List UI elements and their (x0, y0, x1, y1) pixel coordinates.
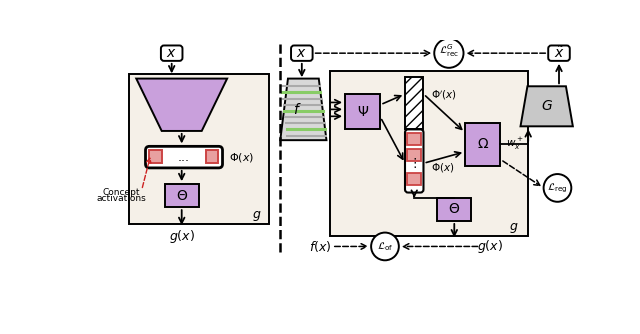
Text: Concept: Concept (103, 188, 140, 197)
Text: $\Phi'(x)$: $\Phi'(x)$ (431, 89, 457, 102)
Text: $x$: $x$ (296, 46, 307, 60)
Circle shape (543, 174, 572, 202)
Text: $\mathcal{L}_{\rm of}$: $\mathcal{L}_{\rm of}$ (377, 240, 393, 253)
Text: ...: ... (177, 151, 189, 164)
Polygon shape (136, 78, 227, 131)
Text: $w_x^+$: $w_x^+$ (506, 136, 524, 152)
Bar (465, 123, 500, 166)
Circle shape (435, 38, 463, 68)
Text: $G$: $G$ (541, 99, 553, 113)
Bar (405, 77, 424, 129)
Circle shape (371, 232, 399, 260)
Text: activations: activations (97, 194, 147, 203)
Text: $\Theta$: $\Theta$ (448, 202, 460, 216)
Bar (330, 71, 528, 236)
FancyBboxPatch shape (405, 129, 424, 192)
Text: $\mathcal{L}_{\rm rec}^{G}$: $\mathcal{L}_{\rm rec}^{G}$ (439, 42, 459, 59)
Text: $x$: $x$ (166, 46, 177, 60)
FancyBboxPatch shape (548, 45, 570, 61)
Bar (345, 94, 380, 129)
Bar (437, 198, 471, 221)
Text: $\Phi(x)$: $\Phi(x)$ (228, 151, 254, 164)
Bar (129, 74, 269, 224)
Text: $f(x)$: $f(x)$ (309, 239, 332, 254)
Text: $\Phi(x)$: $\Phi(x)$ (431, 161, 454, 174)
Text: ⋮: ⋮ (408, 157, 420, 170)
Text: $\Psi$: $\Psi$ (356, 105, 369, 119)
Text: $\tilde{x}$: $\tilde{x}$ (554, 45, 564, 61)
Text: $\Theta$: $\Theta$ (175, 189, 188, 203)
Bar (205, 150, 218, 163)
Text: $g$: $g$ (509, 221, 518, 235)
FancyBboxPatch shape (291, 45, 312, 61)
Bar (407, 173, 421, 185)
FancyBboxPatch shape (145, 146, 223, 168)
Bar (149, 150, 162, 163)
Text: $g$: $g$ (252, 209, 261, 223)
Text: $\mathcal{L}_{\rm reg}$: $\mathcal{L}_{\rm reg}$ (547, 181, 568, 195)
Bar (407, 133, 421, 145)
Bar (164, 184, 198, 207)
Text: $g(x)$: $g(x)$ (477, 238, 502, 255)
Bar (407, 149, 421, 161)
Text: $\Omega$: $\Omega$ (477, 137, 489, 151)
FancyBboxPatch shape (161, 45, 182, 61)
Polygon shape (280, 78, 326, 140)
Polygon shape (520, 86, 573, 126)
Text: $g(x)$: $g(x)$ (169, 228, 195, 245)
Text: $f$: $f$ (293, 102, 301, 117)
